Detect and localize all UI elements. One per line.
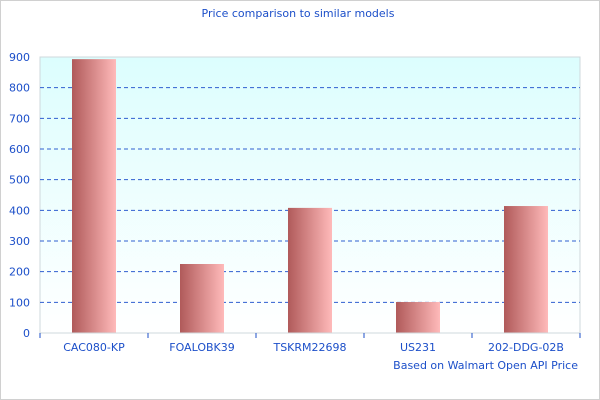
bar-FOALOBK39 (180, 264, 224, 333)
y-tick-label: 200 (9, 266, 30, 279)
x-tick-label: TSKRM22698 (272, 341, 346, 354)
y-tick-label: 500 (9, 174, 30, 187)
x-tick-label: FOALOBK39 (169, 341, 234, 354)
x-axis-label: Based on Walmart Open API Price (393, 359, 578, 372)
y-tick-label: 800 (9, 82, 30, 95)
bar-CAC080-KP (72, 59, 116, 333)
y-tick-label: 600 (9, 143, 30, 156)
y-tick-label: 0 (23, 327, 30, 340)
y-tick-label: 700 (9, 112, 30, 125)
y-tick-label: 900 (9, 51, 30, 64)
x-tick-label: CAC080-KP (63, 341, 125, 354)
bar-US231 (396, 302, 440, 333)
x-tick-label: US231 (400, 341, 436, 354)
x-tick-label: 202-DDG-02B (488, 341, 564, 354)
y-tick-label: 400 (9, 204, 30, 217)
y-tick-label: 300 (9, 235, 30, 248)
chart-title: Price comparison to similar models (202, 7, 395, 20)
bar-202-DDG-02B (504, 206, 548, 333)
y-tick-label: 100 (9, 296, 30, 309)
bar-TSKRM22698 (288, 207, 332, 333)
